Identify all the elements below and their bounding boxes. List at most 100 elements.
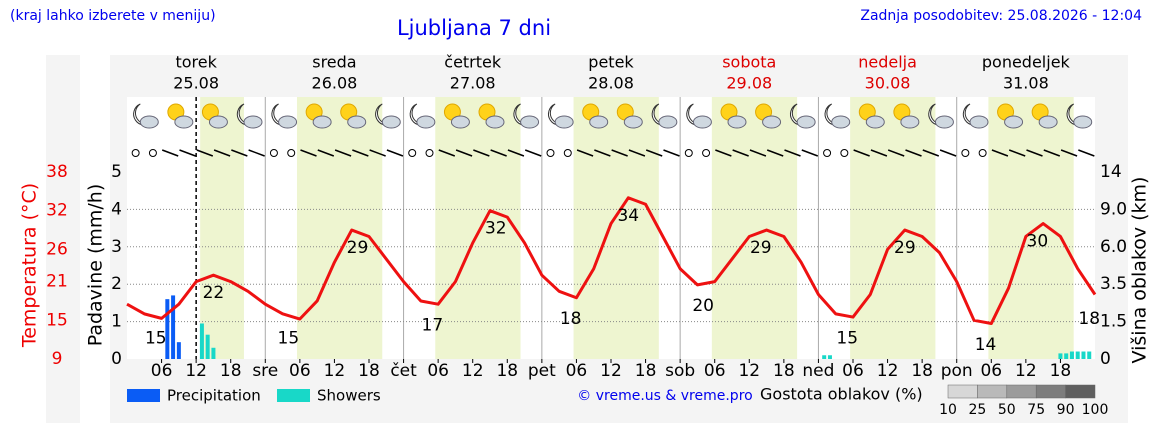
x-tick-label: 18 [635, 361, 657, 381]
precip-bar [211, 347, 216, 359]
wind-barb [1078, 149, 1095, 157]
legend-label: Precipitation [167, 387, 261, 405]
precip-bar [1081, 351, 1086, 359]
cloud-icon [208, 115, 228, 129]
temp-tick-label: 21 [46, 272, 68, 292]
wind-calm [961, 149, 970, 157]
day-name: torek [175, 53, 217, 72]
x-tick-label: 18 [911, 361, 933, 381]
temp-tick-label: 38 [46, 162, 68, 182]
x-tick-label: 06 [151, 361, 173, 381]
wind-barb [801, 149, 819, 157]
cloud-icon [1073, 115, 1093, 129]
x-tick-label: 12 [1015, 361, 1037, 381]
day-name: ponedeljek [982, 53, 1071, 72]
cloud-icon [1038, 115, 1058, 129]
chart-title: Ljubljana 7 dni [397, 16, 551, 40]
wind-barb [1008, 149, 1026, 157]
precip-bar [171, 295, 176, 359]
y2-tick-label: 1.5 [1100, 312, 1127, 332]
wind-barb [784, 149, 801, 157]
day-name: četrtek [444, 53, 502, 72]
wind-barb [386, 149, 404, 157]
daylight-band [435, 97, 521, 359]
cloud-icon [1004, 115, 1024, 129]
cloud-icon [623, 115, 643, 129]
temp-label: 18 [1078, 309, 1100, 329]
temp-tick-label: 15 [46, 310, 68, 330]
precip-bar [205, 334, 210, 359]
legend-label: Showers [317, 387, 381, 405]
cloud-icon [243, 115, 263, 129]
x-tick-label: 06 [980, 361, 1002, 381]
day-date: 29.08 [726, 74, 772, 93]
y-tick-label: 4 [111, 199, 122, 219]
wind-calm [563, 149, 572, 157]
wind-barb [213, 149, 231, 157]
wind-barb [438, 149, 456, 157]
cloud-legend-tick: 50 [998, 402, 1016, 418]
x-tick-label: 18 [1050, 361, 1072, 381]
cloud-legend-box [947, 384, 978, 399]
x-tick-label: čet [390, 361, 417, 381]
wind-barb [991, 149, 1009, 157]
cloud-icon [589, 115, 609, 129]
x-tick-label: 18 [220, 361, 242, 381]
precip-bar [1064, 353, 1069, 359]
y-tick-label: 1 [111, 312, 122, 332]
cloud-icon [554, 115, 574, 129]
wind-barb [922, 149, 940, 157]
precip-bar [165, 299, 170, 359]
temp-label: 22 [203, 283, 225, 303]
wind-barb [352, 149, 369, 157]
precip-bar [1069, 351, 1074, 359]
legend-swatch [277, 389, 310, 402]
temp-tick-label: 26 [46, 239, 68, 259]
x-tick-label: sob [665, 361, 695, 381]
x-tick-label: 06 [289, 361, 311, 381]
wind-calm [408, 149, 417, 157]
daylight-band [573, 97, 659, 359]
wind-barb [628, 149, 646, 157]
cloud-icon [278, 115, 298, 129]
cloud-icon [312, 115, 332, 129]
wind-barb [369, 149, 386, 157]
cloud-legend-box [1065, 384, 1096, 399]
cloud-icon [692, 115, 712, 129]
wind-barb [853, 149, 870, 157]
temp-tick-label: 9 [52, 349, 63, 369]
day-name: petek [588, 53, 634, 72]
cloud-icon [969, 115, 989, 129]
daylight-band [711, 97, 798, 359]
wind-barb [231, 149, 248, 157]
wind-barb [870, 149, 888, 157]
day-date: 28.08 [588, 74, 634, 93]
temp-label: 34 [617, 206, 639, 226]
wind-calm [269, 149, 278, 157]
day-date: 26.08 [312, 74, 358, 93]
cloud-legend-title: Gostota oblakov (%) [760, 385, 923, 404]
y2-axis-label: Višina oblakov (km) [1129, 177, 1151, 364]
temp-label: 18 [560, 309, 582, 329]
wind-barb [248, 149, 265, 157]
wind-barb [300, 149, 317, 157]
x-tick-label: ned [802, 361, 834, 381]
y-axis-label: Padavine (mm/h) [85, 184, 107, 347]
wind-calm [546, 149, 555, 157]
x-tick-label: 06 [427, 361, 449, 381]
x-tick-label: sre [252, 361, 278, 381]
temp-label: 29 [347, 238, 369, 258]
temp-label: 29 [750, 238, 772, 258]
x-tick-label: 06 [842, 361, 864, 381]
precip-bar [1058, 353, 1063, 359]
x-tick-label: 12 [185, 361, 207, 381]
wind-barb [749, 149, 767, 157]
daylight-band [850, 97, 936, 359]
cloud-icon [934, 115, 954, 129]
precip-bar [1087, 351, 1092, 359]
temp-label: 32 [485, 219, 507, 239]
wind-barb [161, 149, 179, 157]
day-date: 27.08 [450, 74, 496, 93]
wind-barb [939, 149, 957, 157]
